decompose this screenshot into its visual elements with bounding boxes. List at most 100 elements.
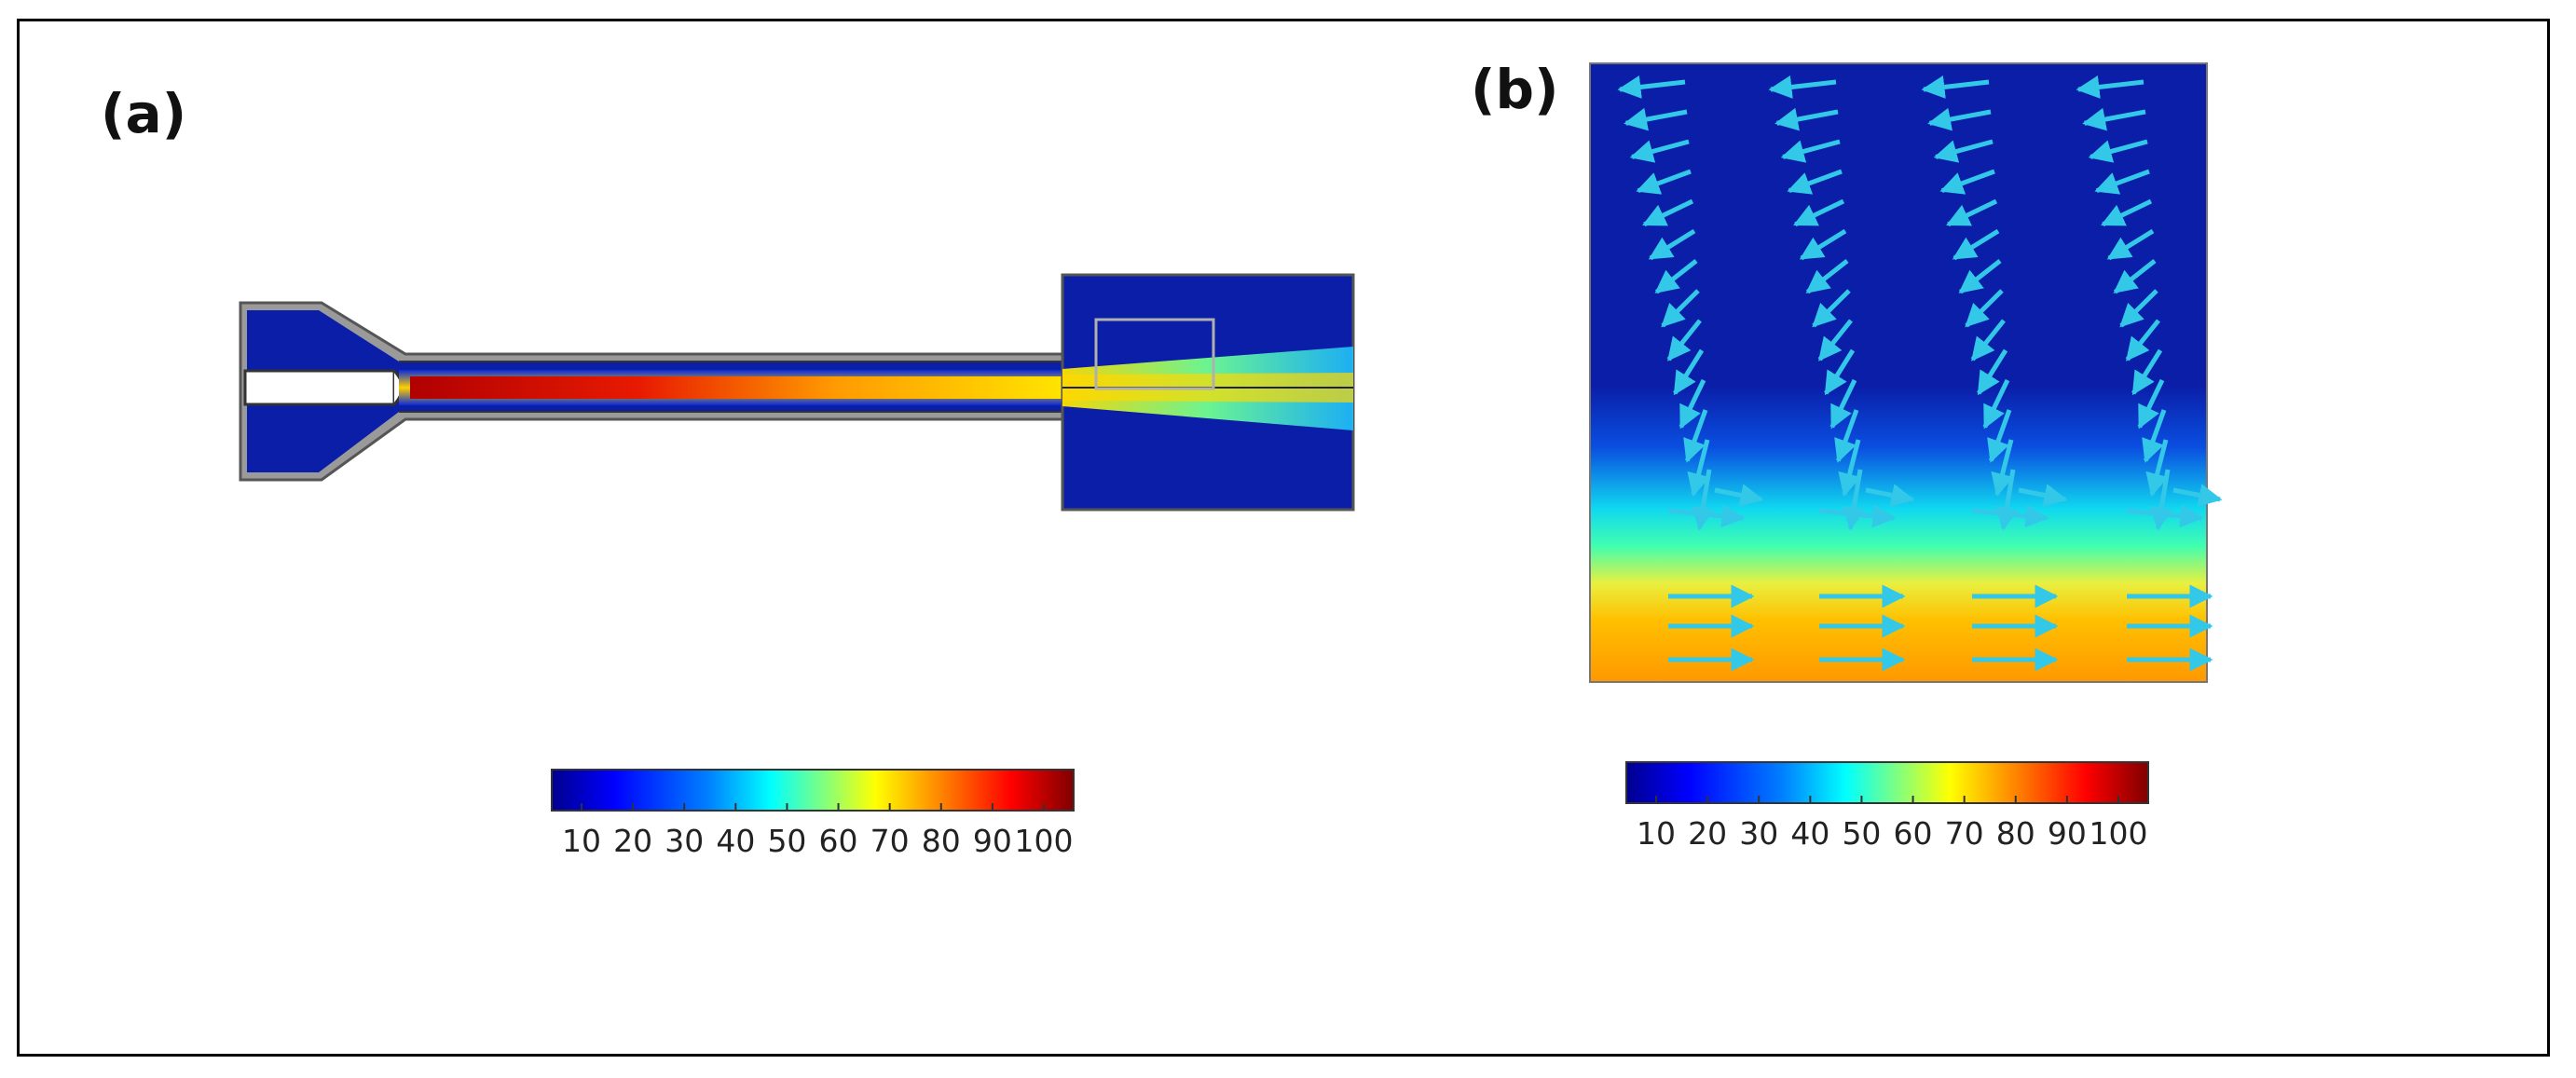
inner-needle — [243, 369, 396, 406]
velocity-vector — [2101, 198, 2153, 227]
colorbar-a-tick-label: 20 — [613, 823, 652, 859]
panel-b-label: (b) — [1471, 58, 1559, 121]
vector-field-background — [1589, 62, 2208, 683]
colorbar-b-tick-label: 50 — [1842, 815, 1881, 852]
velocity-vector — [1624, 107, 1688, 131]
colorbar-a-labels: 10 20 30 40 50 60 70 80 90 100 — [562, 823, 1074, 859]
velocity-vector — [1970, 319, 2006, 362]
velocity-vector — [1921, 75, 1990, 99]
velocity-vector — [1617, 75, 1686, 99]
velocity-vectors — [1617, 75, 2223, 672]
velocity-vector — [1952, 228, 2000, 261]
velocity-vector — [1793, 198, 1845, 227]
velocity-vector — [1965, 289, 2004, 328]
velocity-vector — [1982, 378, 2010, 430]
velocity-vector — [2149, 469, 2173, 531]
colorbar-a: 10 20 30 40 50 60 70 80 90 100 — [551, 769, 1075, 859]
velocity-vector — [2126, 504, 2204, 528]
colorbar-b-tick-label: 40 — [1790, 815, 1829, 852]
velocity-vector — [1818, 504, 1897, 528]
velocity-vector — [1958, 259, 2002, 294]
velocity-vector — [1642, 198, 1694, 227]
colorbar-a-tick-label: 50 — [767, 823, 806, 859]
velocity-vector — [2113, 259, 2157, 294]
velocity-vector — [1799, 228, 1847, 261]
colorbar-b-tick-label: 10 — [1637, 815, 1676, 852]
velocity-vector — [1687, 439, 1710, 498]
velocity-vector — [1865, 484, 1915, 507]
colorbar-b: 10 20 30 40 50 60 70 80 90 100 — [1625, 761, 2149, 852]
velocity-vector — [2076, 75, 2144, 99]
velocity-vector — [2094, 169, 2150, 195]
velocity-vector — [2082, 107, 2146, 131]
colorbar-b-tick-label: 60 — [1894, 815, 1933, 852]
colorbar-a-tick-label: 10 — [562, 823, 601, 859]
colorbar-b-labels: 10 20 30 40 50 60 70 80 90 100 — [1637, 815, 2148, 852]
colorbar-b-tick-label: 20 — [1688, 815, 1727, 852]
colorbar-a-tick-label: 30 — [665, 823, 704, 859]
velocity-vector — [1673, 348, 1705, 396]
velocity-vector — [2119, 289, 2158, 328]
velocity-vector — [1780, 139, 1841, 163]
velocity-vector — [1768, 75, 1837, 99]
velocity-vector — [2137, 378, 2165, 430]
colorbar-b-tick-label: 70 — [1945, 815, 1984, 852]
velocity-vector — [1691, 469, 1715, 531]
velocity-vector — [1667, 504, 1746, 528]
velocity-vector — [1666, 319, 1702, 362]
velocity-vector — [1648, 228, 1696, 261]
colorbar-b-tick-label: 30 — [1739, 815, 1778, 852]
velocity-vector — [1679, 378, 1706, 430]
velocity-vector — [1636, 169, 1692, 195]
velocity-vector — [1933, 139, 1994, 163]
panel-b-field — [1589, 62, 2223, 683]
velocity-vector — [2145, 439, 2169, 498]
velocity-vector — [2142, 409, 2167, 463]
panel-a-label: (a) — [101, 82, 187, 145]
velocity-vector — [1629, 139, 1690, 163]
velocity-vector — [2018, 484, 2068, 507]
velocity-vector — [2125, 319, 2160, 362]
colorbar-a-tick-label: 100 — [1015, 823, 1074, 859]
colorbar-a-tick-label: 60 — [819, 823, 858, 859]
colorbar-a-tick-label: 80 — [922, 823, 961, 859]
zoom-region-box — [1094, 318, 1215, 390]
velocity-vector — [1994, 469, 2019, 531]
velocity-vector — [1812, 289, 1851, 328]
velocity-vector — [2172, 484, 2223, 507]
colorbar-b-tick-label: 100 — [2090, 815, 2148, 852]
colorbar-a-tick-label: 40 — [716, 823, 755, 859]
colorbar-a-tick-label: 70 — [870, 823, 910, 859]
velocity-vector — [1683, 409, 1708, 463]
velocity-vector — [1927, 107, 1992, 131]
colorbar-b-tick-label: 90 — [2048, 815, 2087, 852]
velocity-vector — [1714, 484, 1764, 507]
velocity-vector — [1829, 378, 1857, 430]
velocity-vector — [1946, 198, 1998, 227]
velocity-vector — [1654, 259, 1698, 294]
colorbar-a-tick-label: 90 — [973, 823, 1012, 859]
jet-core — [410, 376, 1062, 399]
velocity-vector — [1817, 319, 1853, 362]
velocity-vector — [2106, 228, 2155, 261]
velocity-vector — [1834, 409, 1859, 463]
panel-a-geometry — [239, 273, 1355, 512]
velocity-vector — [2088, 139, 2148, 163]
velocity-vector — [1971, 504, 2049, 528]
velocity-vector — [1805, 259, 1849, 294]
velocity-vector — [1987, 409, 2012, 463]
velocity-vector — [1787, 169, 1843, 195]
velocity-vector — [2131, 348, 2163, 396]
colorbar-a-gradient — [551, 769, 1075, 812]
velocity-vector — [1774, 107, 1839, 131]
velocity-vector — [1838, 439, 1861, 498]
velocity-vector — [1842, 469, 1866, 531]
velocity-vector — [1939, 169, 1995, 195]
velocity-vector — [1661, 289, 1700, 328]
velocity-vector — [1977, 348, 2008, 396]
colorbar-b-gradient — [1625, 761, 2149, 804]
colorbar-b-tick-label: 80 — [1996, 815, 2035, 852]
velocity-vector — [1824, 348, 1856, 396]
velocity-vector — [1991, 439, 2014, 498]
